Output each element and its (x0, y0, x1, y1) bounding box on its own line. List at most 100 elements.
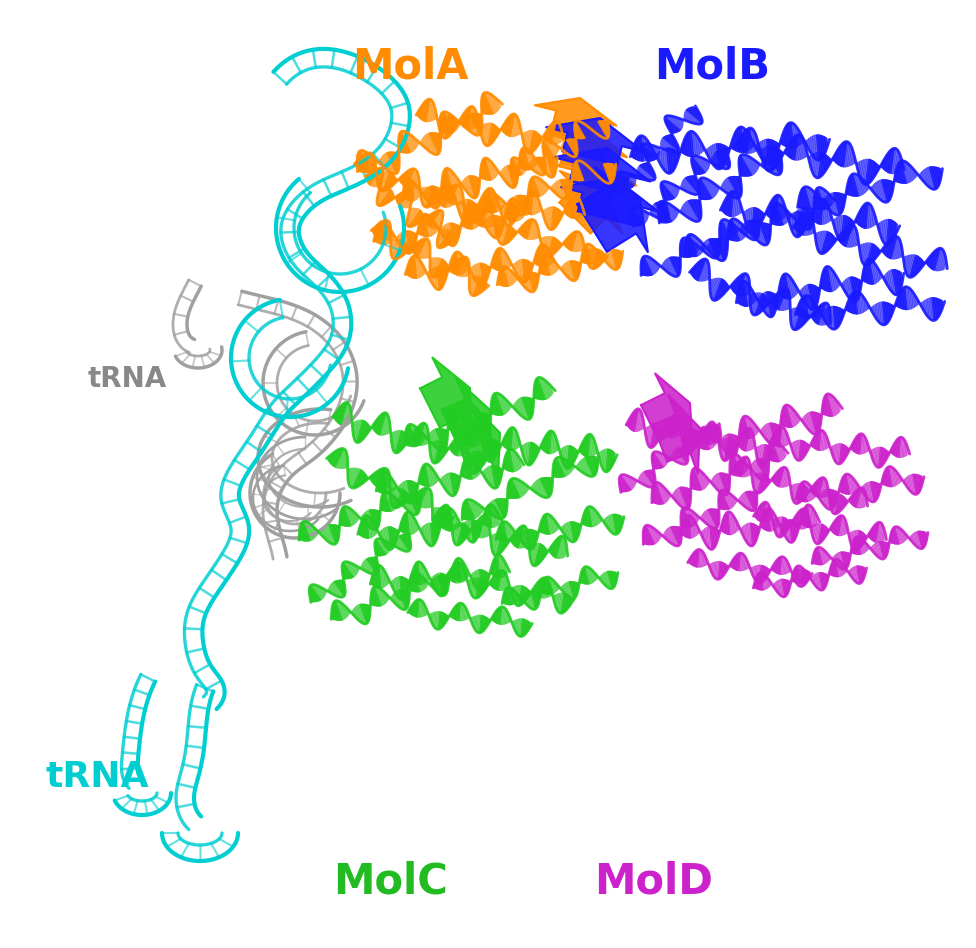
Polygon shape (813, 284, 818, 305)
Polygon shape (432, 132, 441, 149)
Polygon shape (421, 191, 426, 198)
Polygon shape (936, 298, 940, 319)
Polygon shape (407, 208, 419, 225)
Polygon shape (752, 523, 756, 544)
Polygon shape (594, 573, 598, 580)
Polygon shape (465, 266, 469, 277)
Polygon shape (608, 249, 616, 269)
Polygon shape (832, 489, 835, 506)
Polygon shape (755, 425, 759, 433)
Polygon shape (506, 115, 512, 137)
Polygon shape (356, 420, 365, 443)
Polygon shape (511, 115, 517, 137)
Polygon shape (390, 477, 395, 492)
Polygon shape (411, 172, 419, 190)
Polygon shape (674, 418, 679, 438)
Polygon shape (413, 516, 417, 534)
Polygon shape (566, 581, 573, 599)
Polygon shape (671, 453, 679, 463)
Polygon shape (763, 223, 770, 239)
Polygon shape (502, 225, 509, 245)
Polygon shape (576, 261, 580, 273)
Polygon shape (680, 246, 686, 258)
Polygon shape (841, 215, 846, 241)
Polygon shape (399, 190, 413, 208)
Polygon shape (679, 428, 682, 436)
Polygon shape (463, 107, 469, 129)
Polygon shape (848, 474, 854, 494)
Polygon shape (404, 534, 411, 543)
Polygon shape (451, 567, 454, 580)
Polygon shape (403, 183, 410, 201)
Polygon shape (453, 186, 462, 205)
Polygon shape (727, 176, 741, 198)
Polygon shape (845, 499, 849, 505)
Polygon shape (682, 520, 686, 538)
Polygon shape (489, 532, 492, 539)
Polygon shape (837, 231, 842, 243)
Polygon shape (450, 409, 461, 431)
Polygon shape (831, 446, 833, 454)
Polygon shape (443, 575, 448, 588)
Polygon shape (405, 197, 413, 209)
Polygon shape (432, 507, 440, 521)
Polygon shape (402, 131, 415, 153)
Polygon shape (757, 503, 762, 521)
Polygon shape (707, 428, 714, 448)
Polygon shape (853, 530, 859, 551)
Polygon shape (672, 416, 678, 439)
Polygon shape (581, 570, 587, 585)
Polygon shape (886, 467, 891, 487)
Polygon shape (546, 184, 549, 191)
Polygon shape (828, 306, 833, 329)
Polygon shape (427, 210, 437, 225)
Polygon shape (405, 430, 412, 447)
Polygon shape (909, 254, 917, 278)
Polygon shape (398, 590, 407, 610)
Polygon shape (552, 470, 556, 478)
Polygon shape (370, 509, 378, 529)
Polygon shape (741, 526, 744, 537)
Polygon shape (432, 267, 436, 289)
Polygon shape (486, 438, 491, 461)
Polygon shape (681, 519, 685, 527)
Polygon shape (544, 153, 547, 158)
Polygon shape (572, 521, 578, 540)
Polygon shape (615, 249, 621, 266)
Polygon shape (762, 502, 768, 522)
Polygon shape (399, 576, 403, 599)
Polygon shape (445, 428, 448, 436)
Polygon shape (739, 496, 747, 507)
Polygon shape (822, 525, 827, 541)
Polygon shape (450, 520, 453, 527)
Polygon shape (593, 248, 600, 268)
Polygon shape (646, 158, 650, 163)
Polygon shape (493, 505, 497, 527)
Polygon shape (776, 141, 780, 153)
Polygon shape (862, 203, 868, 228)
Polygon shape (873, 261, 879, 283)
Polygon shape (357, 165, 361, 173)
Polygon shape (844, 566, 847, 574)
Polygon shape (549, 140, 558, 154)
Polygon shape (719, 438, 724, 450)
Polygon shape (793, 573, 795, 583)
Polygon shape (579, 262, 582, 267)
Polygon shape (711, 479, 715, 488)
Polygon shape (795, 216, 802, 232)
Polygon shape (834, 444, 838, 464)
Polygon shape (668, 116, 683, 128)
Polygon shape (790, 212, 794, 231)
Polygon shape (745, 461, 751, 477)
Polygon shape (751, 292, 758, 312)
Polygon shape (521, 274, 528, 290)
Polygon shape (685, 133, 690, 157)
Polygon shape (431, 440, 439, 463)
Polygon shape (459, 434, 467, 456)
Polygon shape (457, 558, 462, 582)
Polygon shape (435, 441, 443, 464)
Polygon shape (395, 489, 406, 508)
Polygon shape (385, 492, 393, 512)
Polygon shape (381, 471, 387, 495)
Polygon shape (904, 478, 908, 487)
